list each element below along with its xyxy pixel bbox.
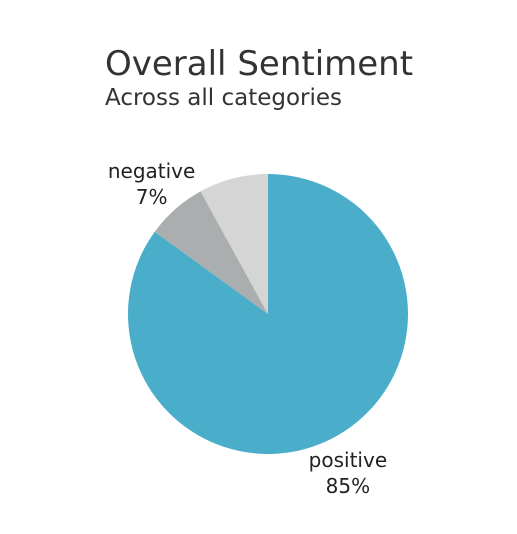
pie-slices <box>128 173 409 455</box>
slice-label-negative: negative <box>108 159 195 183</box>
chart-title: Overall Sentiment <box>105 44 413 84</box>
slice-value-positive: 85% <box>326 474 370 498</box>
chart-subtitle: Across all categories <box>105 85 342 111</box>
slice-label-positive: positive <box>309 448 387 472</box>
pie-slice-negative <box>154 191 268 314</box>
pie-slice-positive <box>128 173 409 455</box>
slice-value-negative: 7% <box>136 185 168 209</box>
pie-slice-other <box>200 174 268 314</box>
